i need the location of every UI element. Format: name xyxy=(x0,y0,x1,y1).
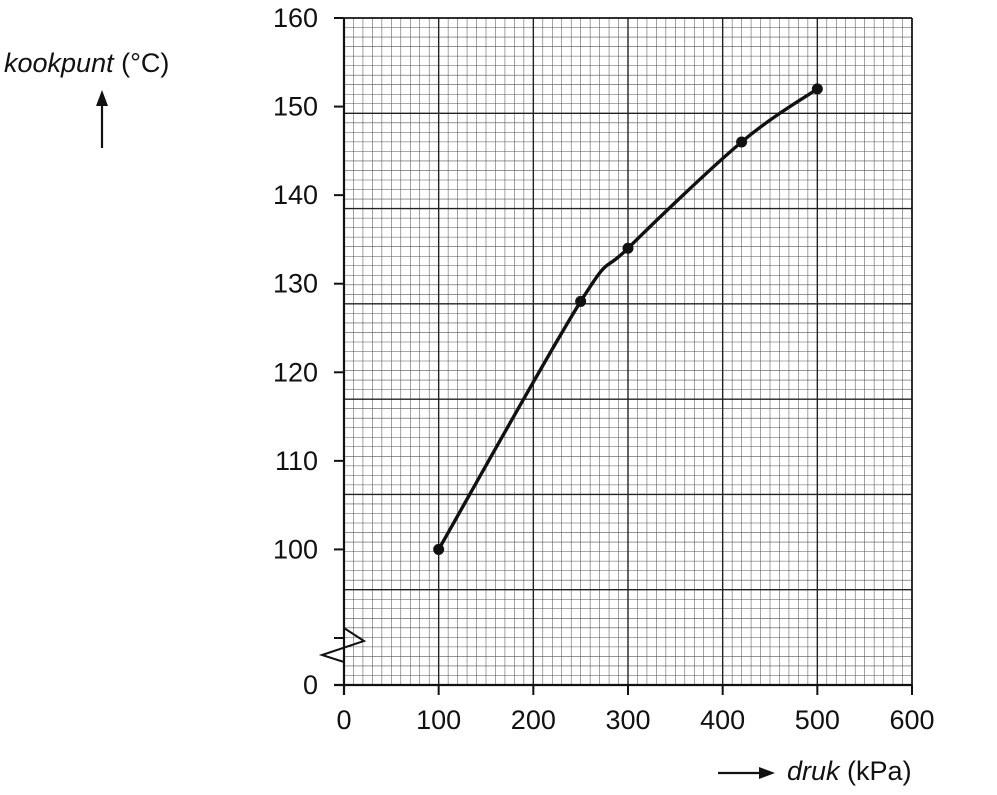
data-point xyxy=(575,295,587,307)
data-point xyxy=(811,83,823,95)
y-tick-label: 0 xyxy=(303,670,318,700)
data-point xyxy=(433,543,445,555)
series-line xyxy=(436,87,820,552)
y-axis-label: kookpunt (°C) xyxy=(4,48,169,79)
chart-axes xyxy=(318,17,913,695)
x-tick-label: 0 xyxy=(336,705,351,735)
y-tick-label: 150 xyxy=(273,92,318,122)
x-tick-label: 200 xyxy=(511,705,556,735)
x-axis-label-var: druk xyxy=(787,756,840,786)
x-axis-label: druk (kPa) xyxy=(787,756,912,787)
x-tick-label: 400 xyxy=(700,705,745,735)
y-tick-label: 160 xyxy=(273,3,318,33)
x-axis-arrowhead-icon xyxy=(759,767,775,779)
data-point xyxy=(622,242,634,254)
data-series xyxy=(433,83,823,555)
y-tick-label: 110 xyxy=(275,446,318,476)
tick-labels: 0 100 200 300 400 500 600 0 100 110 120 130 140 150 16… xyxy=(273,3,935,735)
data-point xyxy=(736,136,748,148)
x-tick-label: 100 xyxy=(416,705,461,735)
x-tick-label: 300 xyxy=(605,705,650,735)
y-axis-label-var: kookpunt xyxy=(4,48,114,78)
y-axis-arrowhead-icon xyxy=(96,90,108,106)
x-tick-label: 500 xyxy=(795,705,840,735)
y-tick-label: 100 xyxy=(273,534,318,564)
y-tick-label: 120 xyxy=(273,357,318,387)
axis-break-icon xyxy=(318,627,367,663)
y-tick-label: 140 xyxy=(273,180,318,210)
y-axis-label-unit: (°C) xyxy=(121,48,170,78)
x-axis-label-unit: (kPa) xyxy=(847,756,912,786)
x-tick-label: 600 xyxy=(889,705,934,735)
axis-arrows xyxy=(96,90,775,779)
y-tick-label: 130 xyxy=(273,269,318,299)
